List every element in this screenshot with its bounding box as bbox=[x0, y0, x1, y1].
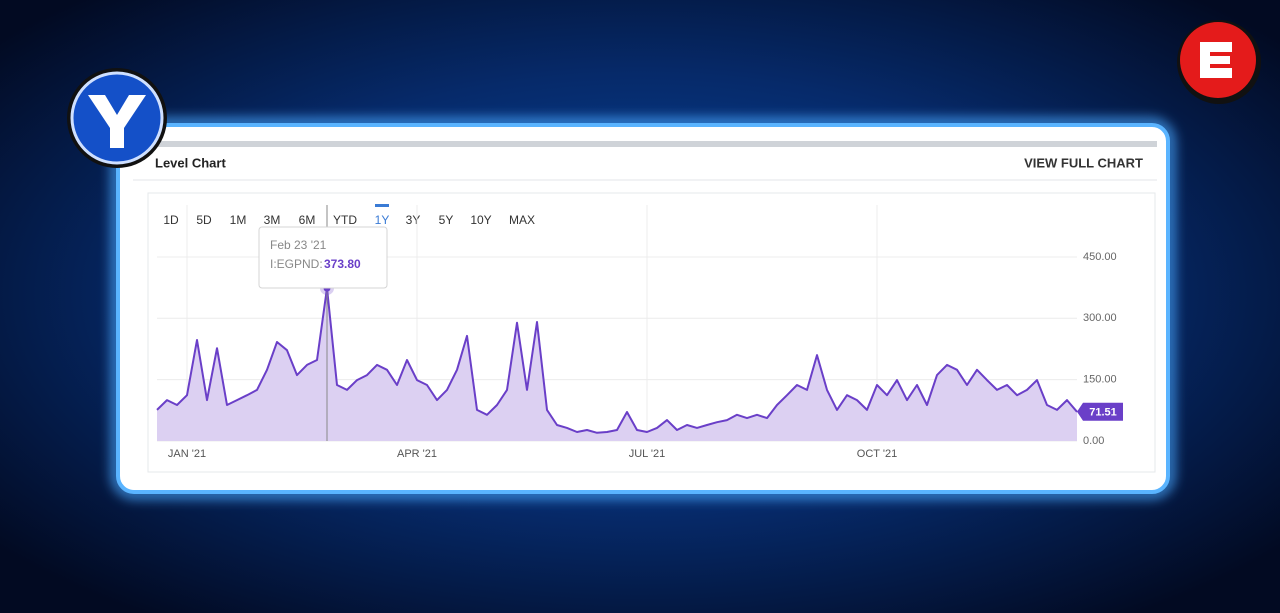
last-value-tag bbox=[1077, 402, 1123, 421]
logo-y bbox=[67, 68, 167, 168]
range-button[interactable]: 6M bbox=[299, 213, 316, 227]
tooltip-date: Feb 23 '21 bbox=[270, 238, 327, 252]
range-button[interactable]: 5D bbox=[196, 213, 212, 227]
x-tick-label: APR '21 bbox=[397, 448, 437, 460]
y-tick-label: 300.00 bbox=[1083, 312, 1117, 324]
x-tick-label: JAN '21 bbox=[168, 448, 206, 460]
tooltip-value: 373.80 bbox=[324, 257, 361, 271]
range-button[interactable]: 1Y bbox=[375, 213, 390, 227]
view-full-chart[interactable]: VIEW FULL CHART bbox=[1024, 155, 1143, 170]
y-tick-label: 0.00 bbox=[1083, 435, 1104, 447]
chart: 1D 5D 1M 3M 6M YTD 1Y 3Y 5Y 10Y MAX 0.00 150.00 300.0… bbox=[156, 204, 1123, 460]
range-button[interactable]: 3M bbox=[264, 213, 281, 227]
range-button[interactable]: 5Y bbox=[439, 213, 454, 227]
range-button[interactable]: 1D bbox=[163, 213, 179, 227]
last-value-label: 71.51 bbox=[1089, 407, 1117, 419]
tooltip-box bbox=[258, 226, 388, 289]
range-button[interactable]: MAX bbox=[509, 213, 535, 227]
y-tick-label: 150.00 bbox=[1083, 374, 1117, 386]
y-tick-label: 450.00 bbox=[1083, 251, 1117, 263]
line bbox=[156, 287, 1078, 434]
range-button[interactable]: 1M bbox=[230, 213, 247, 227]
panel-top-bar bbox=[133, 141, 1157, 147]
panel-title: Level Chart bbox=[155, 155, 226, 170]
range-button[interactable]: 10Y bbox=[470, 213, 491, 227]
range-button[interactable]: YTD bbox=[333, 213, 357, 227]
area bbox=[157, 288, 1077, 441]
active-indicator bbox=[375, 204, 389, 207]
logo-e bbox=[1177, 20, 1261, 104]
x-tick-label: JUL '21 bbox=[629, 448, 666, 460]
tooltip-label: I:EGPND: bbox=[270, 257, 323, 271]
x-tick-label: OCT '21 bbox=[857, 448, 897, 460]
range-button[interactable]: 3Y bbox=[406, 213, 421, 227]
